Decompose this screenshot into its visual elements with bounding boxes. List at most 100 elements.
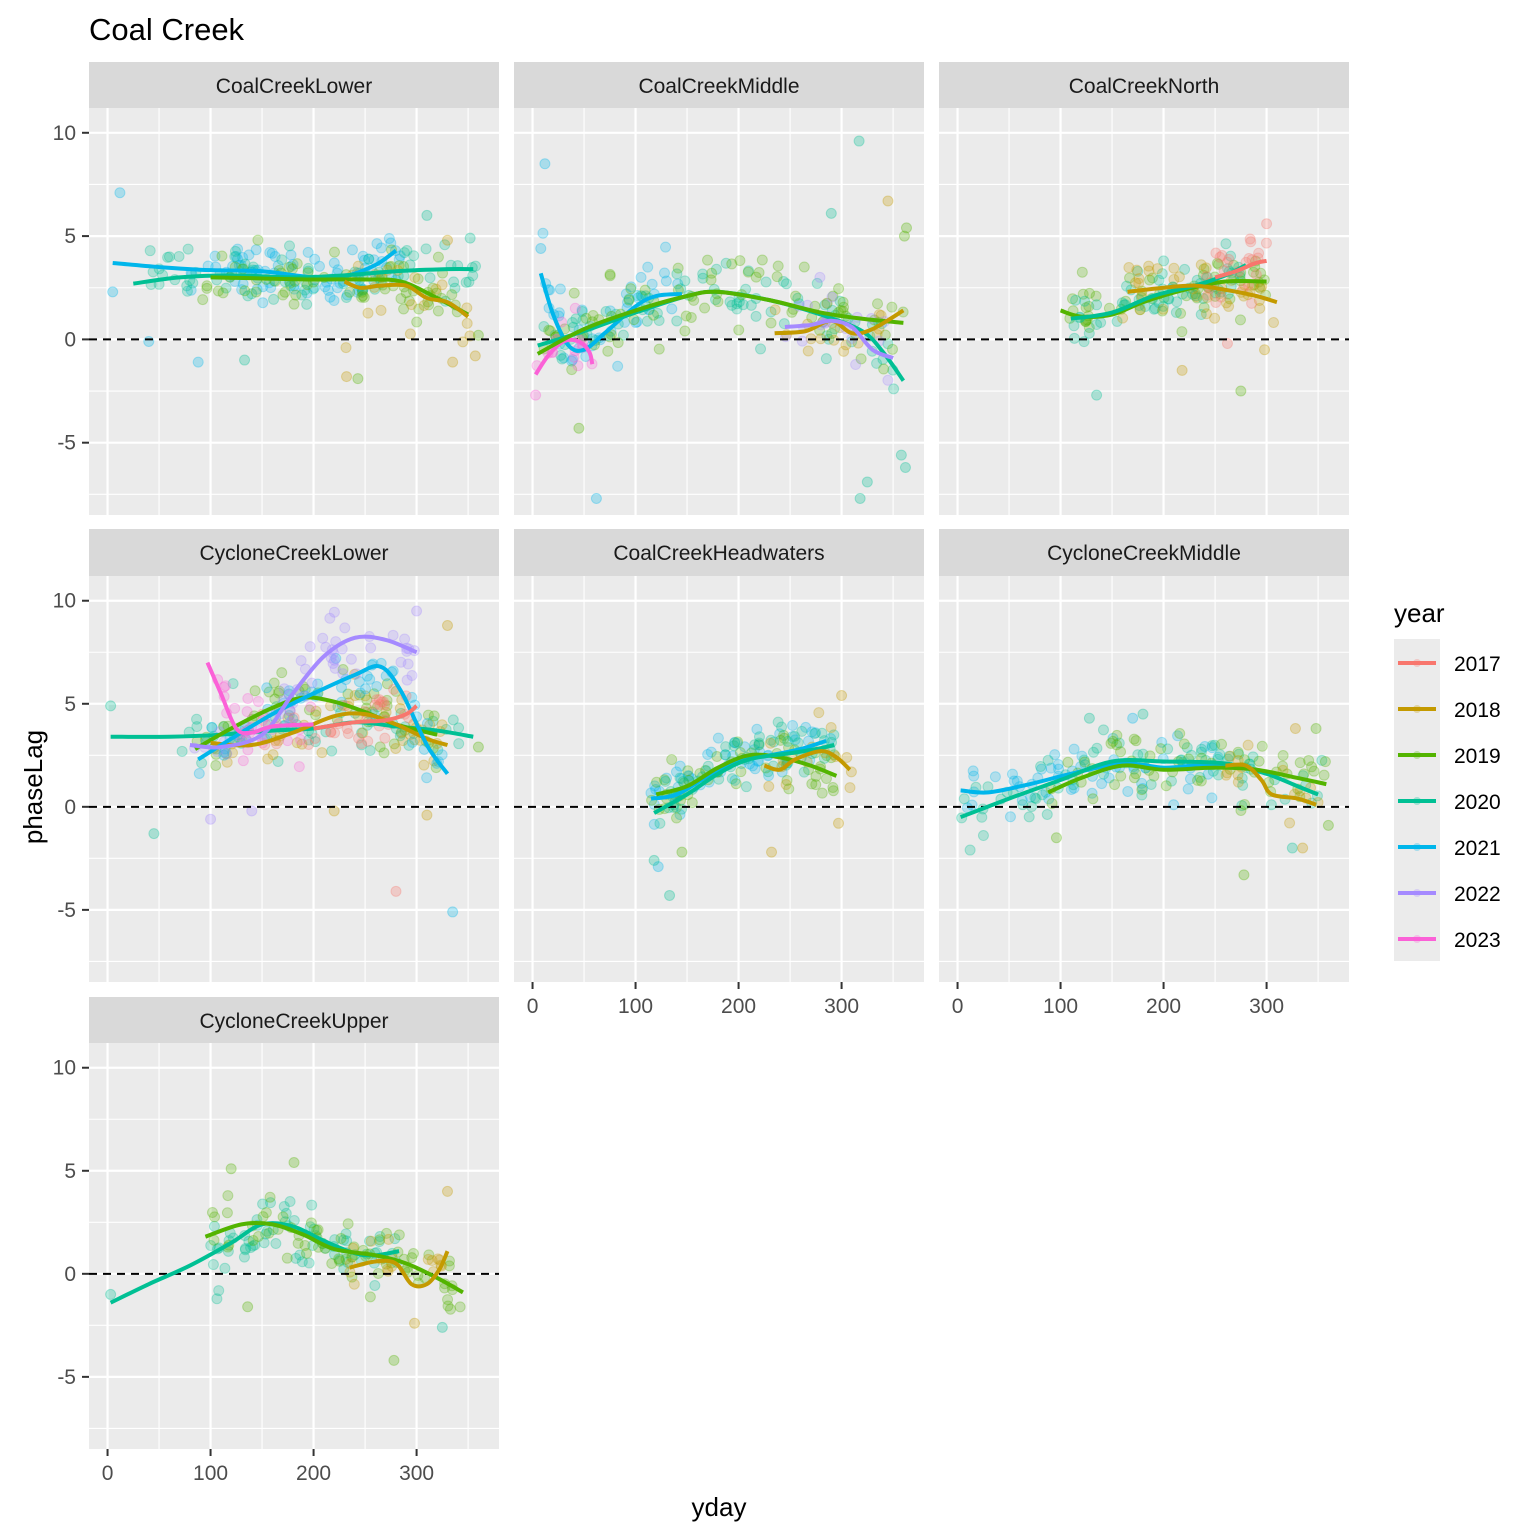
data-point-2019 [353, 689, 365, 701]
data-point-2019 [328, 246, 340, 258]
data-point-2022 [306, 677, 318, 689]
data-point-2020 [821, 298, 833, 310]
data-point-2021 [232, 243, 244, 255]
data-point-2020 [356, 739, 368, 751]
data-point-2019 [357, 290, 369, 302]
data-point-2019 [395, 293, 407, 305]
data-point-2017 [1261, 218, 1273, 230]
data-point-2020 [726, 299, 738, 311]
facet-panel-CoalCreekNorth: CoalCreekNorth [939, 62, 1349, 515]
data-point-2020 [238, 1251, 250, 1263]
data-point-2018 [447, 356, 459, 368]
data-point-2021 [206, 721, 218, 733]
data-point-2019 [1050, 832, 1062, 844]
data-point-2019 [288, 298, 300, 310]
data-point-2020 [782, 735, 794, 747]
data-point-2020 [745, 299, 757, 311]
data-point-2019 [682, 765, 694, 777]
data-point-2020 [1070, 294, 1082, 306]
data-point-2020 [697, 272, 709, 284]
data-point-2019 [898, 230, 910, 242]
data-point-2019 [1067, 293, 1079, 305]
data-point-2022 [365, 642, 377, 654]
data-point-2020 [671, 268, 683, 280]
data-point-2019 [264, 1191, 276, 1203]
data-point-2017 [379, 732, 391, 744]
data-point-2019 [1083, 322, 1095, 334]
data-point-2021 [302, 246, 314, 258]
data-point-2019 [263, 686, 275, 698]
data-point-2018 [262, 753, 274, 765]
smooth-line-2022 [189, 634, 418, 750]
data-point-2020 [731, 303, 743, 315]
data-point-2023 [229, 702, 241, 714]
data-point-2019 [1087, 793, 1099, 805]
facet-strip-label: CycloneCreekUpper [199, 1010, 388, 1033]
data-point-2020 [213, 1285, 225, 1297]
data-point-2022 [329, 662, 341, 674]
data-point-2020 [247, 1240, 259, 1252]
data-point-2021 [652, 861, 664, 873]
data-point-2019 [790, 290, 802, 302]
facet-strip [514, 529, 924, 576]
data-point-2023 [252, 696, 264, 708]
data-point-2018 [404, 328, 416, 340]
data-point-2017 [1210, 296, 1222, 308]
data-point-2021 [537, 227, 549, 239]
data-point-2018 [380, 706, 392, 718]
data-point-2021 [566, 355, 578, 367]
data-point-2018 [832, 817, 844, 829]
data-point-2019 [827, 290, 839, 302]
data-point-2020 [576, 306, 588, 318]
data-point-2021 [1127, 712, 1139, 724]
data-point-2020 [207, 1259, 219, 1271]
data-point-2019 [206, 1206, 218, 1218]
data-point-2019 [827, 781, 839, 793]
data-point-2020 [283, 709, 295, 721]
data-point-2021 [301, 287, 313, 299]
data-point-2019 [432, 305, 444, 317]
chart-title: Coal Creek [89, 12, 245, 47]
data-point-2020 [555, 349, 567, 361]
data-point-2021 [383, 232, 395, 244]
data-point-2019 [1191, 292, 1203, 304]
data-point-2020 [726, 773, 738, 785]
data-point-2022 [882, 374, 894, 386]
data-point-2020 [753, 731, 765, 743]
data-point-2020 [1148, 303, 1160, 315]
data-point-2021 [265, 282, 277, 294]
facet-panel-CoalCreekMiddle: CoalCreekMiddle [514, 62, 924, 515]
data-point-2019 [432, 251, 444, 263]
data-point-2021 [354, 687, 366, 699]
data-point-2021 [763, 770, 775, 782]
data-point-2020 [403, 739, 415, 751]
data-point-2021 [731, 737, 743, 749]
data-point-2020 [1212, 769, 1224, 781]
data-point-2018 [405, 299, 417, 311]
data-point-2021 [1136, 777, 1148, 789]
data-point-2021 [672, 278, 684, 290]
data-point-2018 [469, 350, 481, 362]
data-point-2021 [1068, 743, 1080, 755]
data-point-2021 [371, 238, 383, 250]
data-point-2021 [1065, 783, 1077, 795]
data-point-2018 [436, 279, 448, 291]
data-point-2020 [173, 250, 185, 262]
data-point-2018 [1284, 817, 1296, 829]
data-point-2018 [421, 809, 433, 821]
data-point-2022 [814, 271, 826, 283]
data-point-2018 [383, 1233, 395, 1245]
y-axis-title: phaseLag [18, 730, 48, 844]
data-point-2018 [409, 272, 421, 284]
data-point-2020 [421, 209, 433, 221]
smooth-line-2019 [536, 289, 904, 356]
data-point-2019 [833, 283, 845, 295]
data-point-2022 [328, 654, 340, 666]
data-point-2018 [1168, 274, 1180, 286]
data-point-2020 [1121, 280, 1133, 292]
data-point-2018 [426, 1254, 438, 1266]
data-point-2020 [1179, 263, 1191, 275]
data-point-2019 [1303, 754, 1315, 766]
data-point-2018 [836, 690, 848, 702]
